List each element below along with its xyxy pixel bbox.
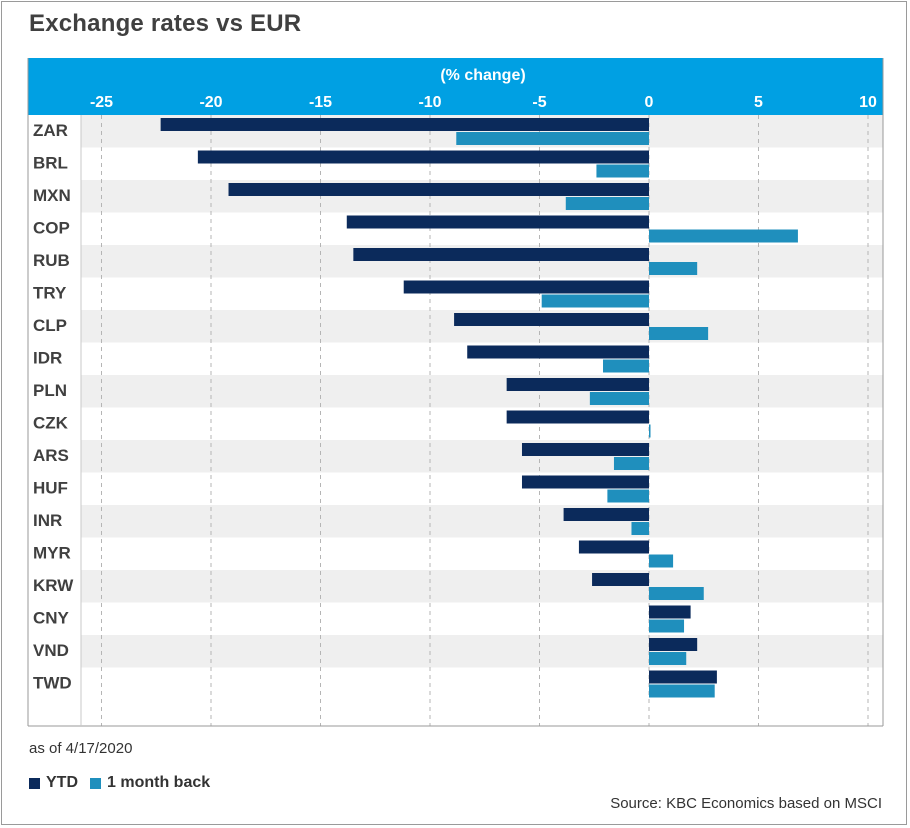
category-label: IDR [33,349,62,368]
category-label: HUF [33,479,68,498]
row-stripe [81,505,883,538]
category-label: ZAR [33,121,68,140]
bar-ytd [228,183,649,196]
bar-1-month-back [607,489,649,503]
bar-1-month-back [649,262,698,275]
category-label: BRL [33,154,68,173]
legend-label-1-month-back: 1 month back [107,774,211,791]
category-label: KRW [33,576,74,595]
x-tick-label: -20 [199,94,222,111]
bar-ytd [160,118,649,131]
legend: YTD 1 month back [29,774,222,792]
bar-ytd [403,280,649,294]
bar-1-month-back [649,327,709,340]
bar-ytd [578,540,649,554]
x-tick-label: -15 [309,94,332,111]
category-label: PLN [33,381,67,400]
x-tick-label: -10 [418,94,441,111]
legend-swatch-ytd [29,777,40,789]
row-stripe [81,635,883,668]
category-label: MYR [33,544,71,563]
category-label: TWD [33,674,72,693]
x-tick-label: -25 [90,94,113,111]
bar-1-month-back [649,652,687,665]
legend-item-ytd: YTD [29,774,78,792]
x-tick-label: 0 [645,94,654,111]
category-label: RUB [33,251,70,270]
category-label: INR [33,511,62,530]
bar-1-month-back [456,132,649,145]
bar-ytd [521,443,649,456]
bar-1-month-back [596,164,649,178]
category-label: ARS [33,446,69,465]
category-labels: ZAR BRL MXN COP RUB TRY CLP IDR PLN CZK ARS HUF INR M… [33,121,74,693]
bar-1-month-back [589,392,649,405]
legend-item-1-month-back: 1 month back [90,774,210,792]
bar-1-month-back [541,294,649,308]
x-tick-label: -5 [532,94,546,111]
x-tick-labels: -25 -20 -15 -10 -5 0 5 10 [90,94,877,111]
source-note: Source: KBC Economics based on MSCI [610,795,882,812]
legend-label-ytd: YTD [46,774,78,791]
bar-ytd [649,670,717,684]
x-tick-label: 10 [859,94,877,111]
bar-ytd [346,215,649,229]
bar-1-month-back [649,554,674,568]
x-axis-label: (% change) [440,67,525,84]
legend-swatch-1-month-back [90,777,101,789]
row-stripe [81,570,883,603]
bar-ytd [649,605,691,619]
bar-ytd [353,248,649,261]
category-label: VND [33,641,69,660]
bar-ytd [506,378,649,391]
bar-1-month-back [603,359,649,373]
row-stripe [81,440,883,473]
bar-ytd [506,410,649,424]
bar-1-month-back [631,522,649,535]
bar-ytd [197,150,650,164]
bar-ytd [454,313,649,326]
as-of-date: as of 4/17/2020 [29,740,133,757]
bar-ytd [563,508,649,521]
bar-1-month-back [649,587,704,600]
chart-title: Exchange rates vs EUR [29,10,302,37]
category-label: CZK [33,414,69,433]
bar-1-month-back [649,424,651,438]
category-label: COP [33,219,70,238]
row-stripes [81,115,883,668]
bar-ytd [592,573,649,586]
bar-ytd [521,475,649,489]
bars [160,118,798,698]
category-label: CNY [33,609,70,628]
axis-band [28,58,883,115]
bar-1-month-back [613,457,649,470]
category-label: TRY [33,284,67,303]
bar-1-month-back [649,619,685,633]
category-label: CLP [33,316,67,335]
bar-ytd [467,345,649,359]
x-tick-label: 5 [754,94,763,111]
bar-1-month-back [649,229,798,243]
bar-1-month-back [565,197,649,210]
category-label: MXN [33,186,71,205]
row-stripe [81,375,883,408]
bar-1-month-back [649,684,715,698]
bar-ytd [649,638,698,651]
